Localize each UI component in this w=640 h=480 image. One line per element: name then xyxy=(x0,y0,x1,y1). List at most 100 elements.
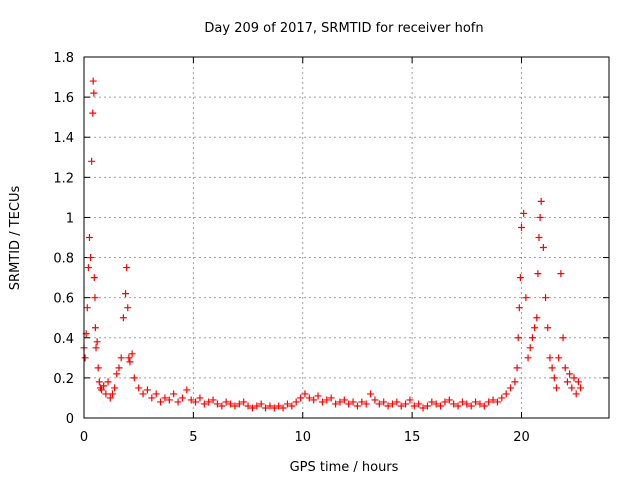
data-point xyxy=(380,398,388,406)
data-point xyxy=(384,402,392,410)
data-point xyxy=(222,398,230,406)
data-point xyxy=(297,394,305,402)
data-point xyxy=(528,334,536,342)
data-point xyxy=(498,394,506,402)
data-point xyxy=(546,354,554,362)
data-point xyxy=(87,254,95,262)
data-point xyxy=(388,400,396,408)
data-point xyxy=(143,386,151,394)
data-point xyxy=(192,398,200,406)
data-point xyxy=(98,386,105,394)
data-point xyxy=(126,358,134,366)
data-point xyxy=(415,400,423,408)
data-point xyxy=(165,396,173,404)
data-point xyxy=(336,398,344,406)
data-point xyxy=(516,274,524,282)
x-tick-label: 0 xyxy=(80,430,88,445)
data-point xyxy=(522,294,530,302)
y-tick-label: 1.4 xyxy=(53,131,74,146)
data-point xyxy=(340,396,348,404)
data-point xyxy=(92,344,100,352)
data-point xyxy=(152,390,160,398)
data-point xyxy=(292,398,300,406)
data-point xyxy=(323,396,331,404)
y-tick-label: 1.8 xyxy=(53,51,74,66)
data-point xyxy=(559,334,567,342)
data-point xyxy=(244,402,252,410)
data-point xyxy=(367,390,375,398)
axis-ticks: 0 0.2 0.4 0.6 0.8 1 1.2 1.4 1.6 1.8 0 5 10 15 20 xyxy=(53,51,609,445)
data-point xyxy=(441,398,449,406)
data-point xyxy=(123,264,131,272)
data-point xyxy=(353,402,361,410)
y-tick-label: 1 xyxy=(66,211,74,226)
data-point xyxy=(301,390,309,398)
data-point xyxy=(450,400,458,408)
data-point xyxy=(119,314,127,322)
data-point xyxy=(480,402,488,410)
data-point xyxy=(209,396,217,404)
data-point xyxy=(537,197,545,205)
x-tick-label: 10 xyxy=(294,430,311,445)
x-tick-label: 5 xyxy=(189,430,197,445)
data-point xyxy=(358,398,366,406)
data-point xyxy=(266,402,274,410)
data-point xyxy=(566,370,574,378)
data-point xyxy=(270,404,278,412)
data-point xyxy=(502,390,510,398)
data-point xyxy=(472,398,480,406)
data-point xyxy=(467,402,475,410)
data-point xyxy=(445,396,453,404)
x-tick-label: 20 xyxy=(513,430,530,445)
data-point xyxy=(533,314,541,322)
data-point xyxy=(213,400,221,408)
data-point xyxy=(88,157,96,165)
x-axis-label: GPS time / hours xyxy=(290,460,399,475)
data-point xyxy=(507,384,515,392)
data-point xyxy=(94,364,102,372)
data-point xyxy=(178,394,186,402)
data-point xyxy=(135,384,143,392)
data-point xyxy=(520,209,528,217)
data-point xyxy=(310,396,318,404)
data-point xyxy=(318,398,326,406)
data-point xyxy=(257,400,265,408)
data-point xyxy=(345,400,353,408)
data-point xyxy=(205,398,213,406)
data-point xyxy=(410,402,418,410)
data-point xyxy=(248,404,256,412)
data-point xyxy=(423,402,431,410)
data-point xyxy=(397,402,405,410)
data-point xyxy=(406,396,414,404)
grid xyxy=(84,57,609,418)
data-point xyxy=(428,398,436,406)
data-point xyxy=(553,384,560,392)
data-point xyxy=(536,213,544,221)
data-point xyxy=(90,274,98,282)
data-point xyxy=(458,398,466,406)
data-point xyxy=(187,396,195,404)
data-point xyxy=(200,400,208,408)
data-point xyxy=(275,402,283,410)
data-point xyxy=(253,402,261,410)
data-point xyxy=(89,109,97,117)
data-point xyxy=(485,398,493,406)
data-point xyxy=(332,400,340,408)
y-tick-label: 0.6 xyxy=(53,292,74,307)
y-tick-label: 1.2 xyxy=(53,171,74,186)
data-point xyxy=(279,404,287,412)
data-point xyxy=(262,404,270,412)
data-point xyxy=(542,294,550,302)
y-tick-label: 0.4 xyxy=(53,332,74,347)
data-point xyxy=(493,398,501,406)
data-point xyxy=(572,390,580,398)
data-point xyxy=(90,89,98,97)
data-point xyxy=(115,364,123,372)
data-point xyxy=(231,402,239,410)
data-point xyxy=(531,324,539,332)
data-point xyxy=(375,400,383,408)
data-point xyxy=(161,394,169,402)
data-point xyxy=(106,394,114,402)
